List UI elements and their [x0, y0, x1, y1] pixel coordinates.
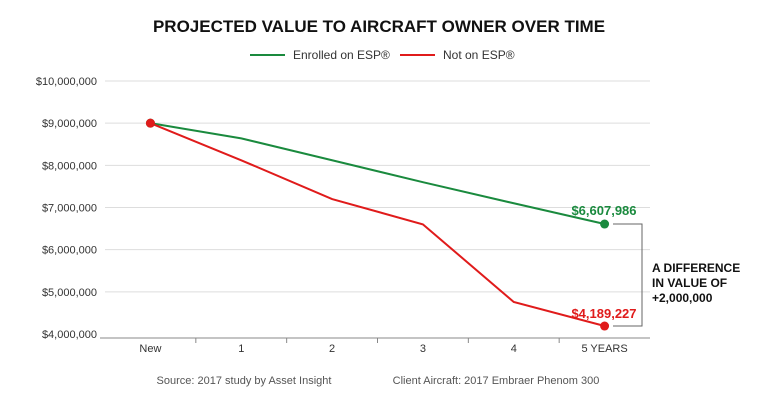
y-tick-label: $5,000,000 — [42, 287, 97, 299]
series-line-0 — [150, 122, 605, 226]
y-tick-label: $7,000,000 — [42, 203, 97, 215]
y-tick-label: $10,000,000 — [36, 76, 97, 88]
legend-label-enrolled: Enrolled on ESP® — [293, 48, 390, 62]
y-tick-label: $4,000,000 — [42, 329, 97, 341]
aircraft-note: Client Aircraft: 2017 Embraer Phenom 300 — [393, 375, 600, 387]
annotation-line-2: IN VALUE OF — [652, 276, 727, 290]
difference-bracket — [613, 223, 643, 327]
series-line-1 — [150, 122, 605, 327]
y-tick-label: $9,000,000 — [42, 118, 97, 130]
x-tick-label: 3 — [420, 343, 426, 355]
y-tick-label: $6,000,000 — [42, 245, 97, 257]
legend: Enrolled on ESP® Not on ESP® — [250, 48, 515, 62]
source-note: Source: 2017 study by Asset Insight — [157, 375, 332, 387]
x-tick-label: 1 — [238, 343, 244, 355]
data-point — [600, 219, 610, 229]
data-label-enrolled: $6,607,986 — [571, 203, 636, 218]
annotation-line-1: A DIFFERENCE — [652, 261, 740, 275]
legend-label-not-enrolled: Not on ESP® — [443, 48, 515, 62]
x-tick-label: 5 YEARS — [581, 343, 627, 355]
x-tick-label: 4 — [511, 343, 517, 355]
x-tick-label: 2 — [329, 343, 335, 355]
annotation-line-3: +2,000,000 — [652, 291, 713, 305]
data-point — [600, 321, 610, 331]
x-tick-label: New — [139, 343, 161, 355]
y-tick-label: $8,000,000 — [42, 160, 97, 172]
data-point — [145, 118, 155, 128]
data-label-not-enrolled: $4,189,227 — [571, 306, 636, 321]
chart-title: PROJECTED VALUE TO AIRCRAFT OWNER OVER T… — [153, 17, 605, 36]
